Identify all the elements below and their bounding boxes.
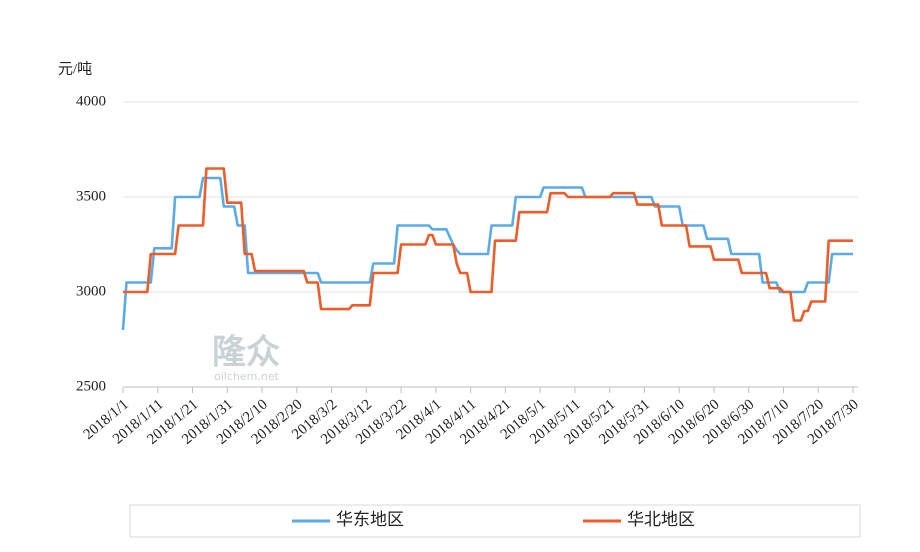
legend-label: 华东地区 bbox=[336, 510, 404, 529]
y-tick-label: 3500 bbox=[76, 188, 106, 204]
watermark: 隆众 bbox=[212, 333, 280, 373]
line bbox=[123, 167, 853, 322]
watermark: oilchem.net bbox=[214, 370, 280, 383]
y-tick-label: 3000 bbox=[76, 283, 106, 299]
y-axis-label: 元/吨 bbox=[58, 60, 92, 77]
legend-box bbox=[129, 504, 861, 538]
y-tick-label: 4000 bbox=[76, 93, 106, 109]
y-tick-label: 2500 bbox=[76, 378, 106, 394]
line bbox=[121, 176, 853, 331]
legend-label: 华北地区 bbox=[627, 510, 695, 529]
